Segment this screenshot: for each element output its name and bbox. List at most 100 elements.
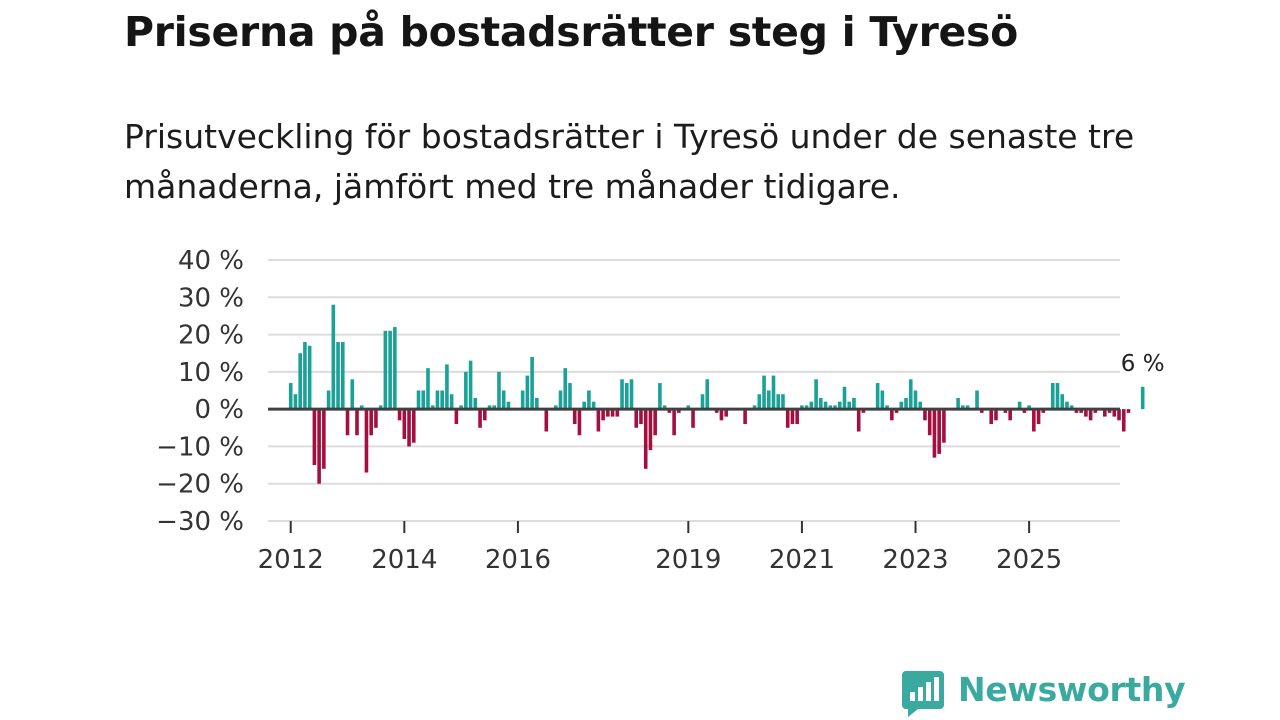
newsworthy-logo-text: Newsworthy [958,670,1186,709]
bar [629,379,634,410]
bar [837,401,842,410]
bar [326,390,331,410]
bar [421,390,426,410]
bar [885,405,889,410]
bar [833,405,837,410]
bar [369,409,373,436]
bar [757,394,762,410]
bar [1088,409,1093,421]
bar [847,401,852,410]
bar [1036,409,1041,425]
bar [653,409,657,436]
bar [312,409,317,466]
bar [430,405,435,410]
newsworthy-logo-icon [902,671,944,717]
bar [340,342,345,410]
bar [1084,409,1088,417]
bar [355,409,359,436]
bar [620,379,624,410]
bar [823,401,828,410]
bar [1003,409,1008,413]
bar [1008,409,1012,421]
bar [624,383,629,410]
bar [445,364,449,410]
y-tick-label: 0 % [194,395,244,425]
bar [1140,386,1145,410]
x-tick-label: 2016 [485,545,551,575]
bar [923,409,927,421]
bar [530,356,534,410]
bar [700,394,705,410]
bar [487,405,492,410]
bar [956,397,960,410]
bar [1112,409,1117,417]
bar [1027,405,1031,410]
bar [298,353,302,410]
bar [322,409,326,469]
bar [478,409,482,428]
bar [572,409,577,425]
x-tick-label: 2021 [769,545,835,575]
bar [411,409,416,443]
bar [374,409,378,428]
bar [501,390,506,410]
bar [861,409,866,413]
bar [828,405,833,410]
bar [468,360,473,410]
bar [426,368,430,410]
bar [677,409,681,413]
bar [606,409,610,417]
bar [1065,401,1069,410]
x-tick-label: 2019 [655,545,721,575]
bar [473,397,478,410]
bar [1032,409,1036,432]
bar [1093,409,1098,413]
bar [634,409,639,428]
bar [482,409,487,421]
bar [364,409,369,473]
bar [293,394,298,410]
bar [610,409,615,417]
bar [520,390,525,410]
bar [852,397,856,410]
bar [393,327,397,410]
bar [577,409,582,436]
bar [464,371,468,410]
y-tick-label: −10 % [156,432,244,462]
bar [1126,409,1131,413]
bar [582,401,586,410]
bar [1017,401,1022,410]
chart-title: Priserna på bostadsrätter steg i Tyresö [124,8,1018,56]
bar [752,405,757,410]
y-tick-label: 20 % [178,321,244,351]
bar [766,390,771,410]
bar [397,409,402,421]
bar [378,405,383,410]
bar [691,409,695,428]
bar [639,409,643,425]
bar [814,379,818,410]
y-tick-label: 30 % [178,283,244,313]
bar [994,409,998,421]
bar [937,409,941,454]
bar [558,390,563,410]
bar [899,401,904,410]
bar [596,409,601,432]
bar [336,342,340,410]
bar [714,409,719,413]
bar [781,394,785,410]
bar [288,383,293,410]
y-tick-label: 40 % [178,246,244,276]
bar [890,409,894,421]
bar [932,409,937,458]
bar [1041,409,1046,413]
bar [975,390,979,410]
bar [686,405,691,410]
bar [1117,409,1121,421]
bar [672,409,676,436]
bar [568,383,572,410]
bar [785,409,790,428]
bar [880,390,885,410]
bar [790,409,795,425]
bar [648,409,653,451]
